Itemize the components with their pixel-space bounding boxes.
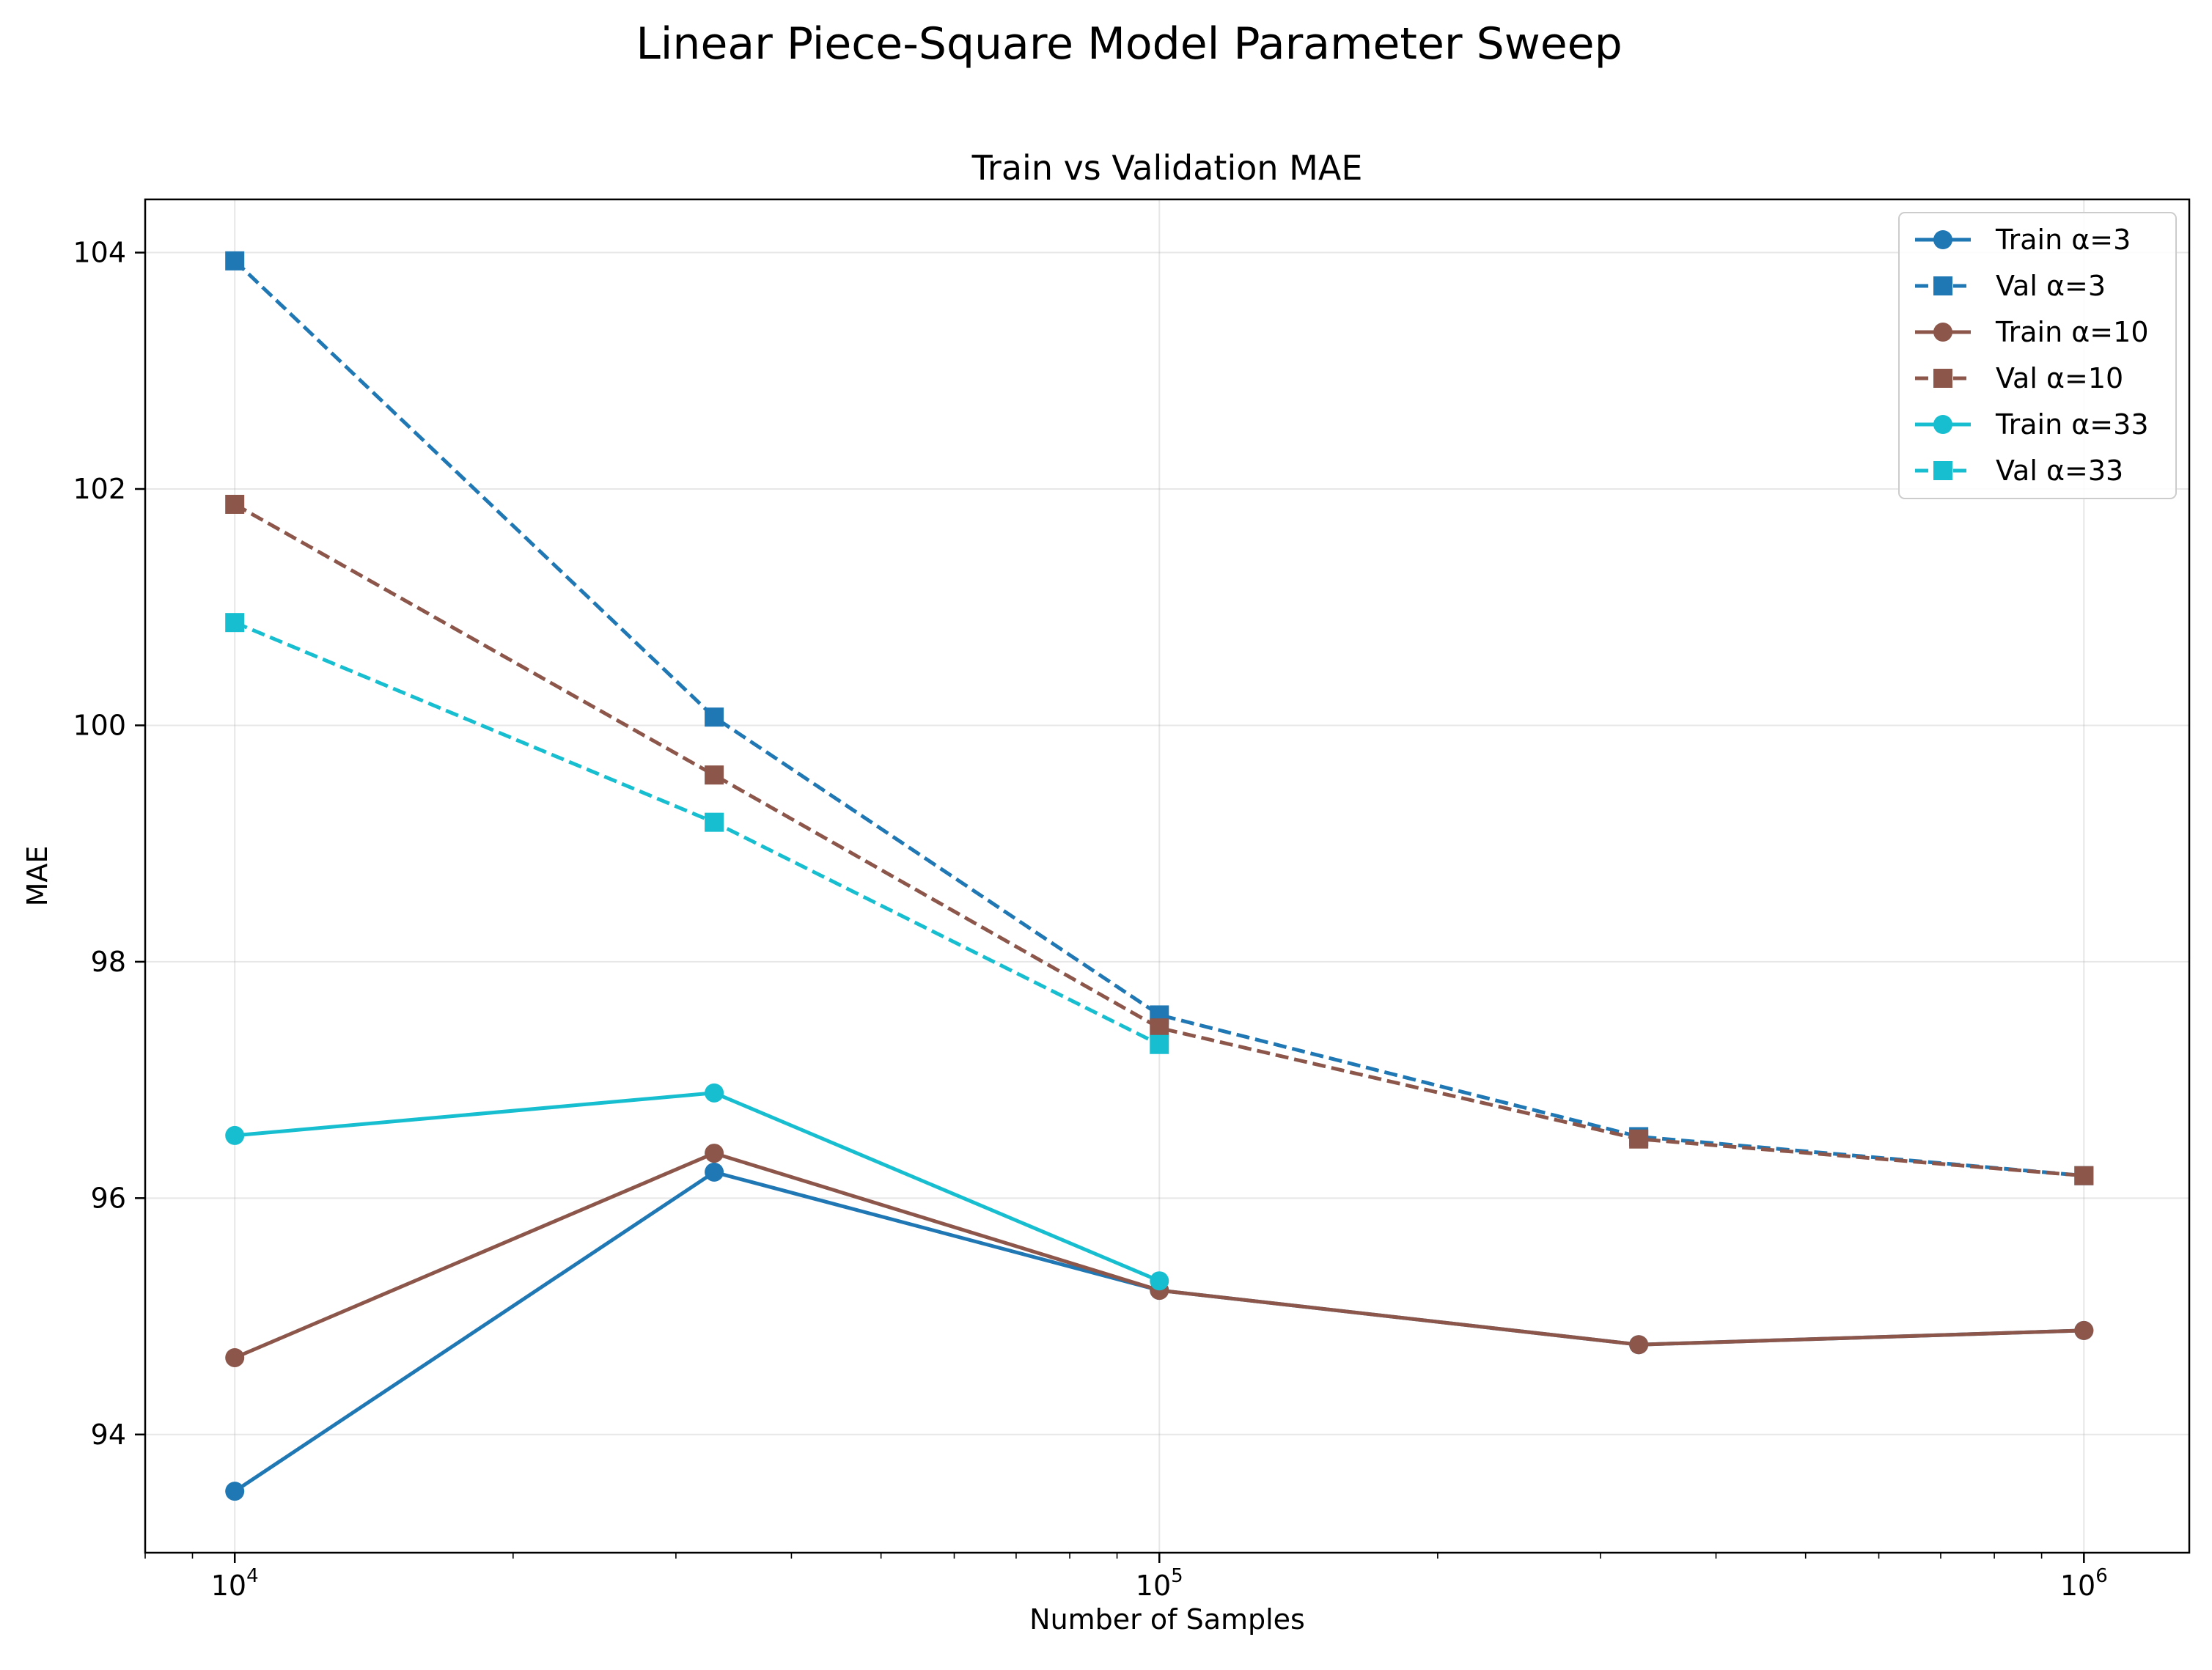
chart-title: Train vs Validation MAE [971, 148, 1363, 188]
grid-lines [145, 199, 2189, 1553]
x-axis-ticks: 104 105 106 [144, 1553, 2108, 1602]
y-tick-label: 104 [73, 237, 126, 269]
data-point-val-3 [225, 251, 245, 271]
data-point-train-33 [705, 1083, 724, 1103]
plot-frame [144, 198, 2191, 1554]
x-axis-label: Number of Samples [1029, 1603, 1305, 1636]
legend-marker [1933, 323, 1952, 342]
y-axis-label: MAE [21, 846, 54, 907]
legend-label: Val α=3 [1996, 270, 2106, 302]
y-tick-label: 94 [91, 1419, 126, 1451]
legend-marker [1933, 369, 1952, 388]
legend-label: Train α=33 [1995, 408, 2149, 441]
data-point-train-10 [705, 1144, 724, 1163]
y-tick-label: 96 [91, 1182, 126, 1214]
data-point-train-10 [2074, 1320, 2094, 1340]
legend-label: Val α=33 [1996, 455, 2123, 487]
data-point-train-10 [225, 1347, 245, 1367]
y-axis-ticks: 94 96 98 100 102 104 [73, 237, 145, 1451]
legend-marker [1933, 276, 1952, 295]
y-tick-label: 98 [91, 946, 126, 978]
data-point-train-33 [225, 1125, 245, 1145]
legend: Train α=3 Val α=3 Train α=10 Val α=10 Train … [1898, 212, 2177, 499]
plot-series [225, 251, 2094, 1501]
x-tick-label: 104 [211, 1565, 259, 1602]
data-point-val-33 [225, 613, 245, 633]
data-point-train-3 [225, 1482, 245, 1501]
legend-label: Val α=10 [1996, 362, 2123, 394]
data-point-train-33 [1150, 1271, 1169, 1291]
legend-label: Train α=3 [1995, 224, 2131, 256]
data-point-train-10 [1629, 1335, 1649, 1355]
y-tick-label: 102 [73, 473, 126, 505]
y-tick-label: 100 [73, 709, 126, 741]
legend-marker [1933, 230, 1952, 249]
data-point-val-10 [225, 494, 245, 514]
data-point-val-33 [705, 812, 724, 832]
series-line-val-10 [233, 502, 2084, 1178]
legend-frame [1898, 212, 2177, 499]
data-point-val-3 [705, 707, 724, 727]
figure-title: Linear Piece-Square Model Parameter Swee… [636, 18, 1622, 70]
data-point-train-3 [705, 1162, 724, 1182]
data-point-val-10 [2074, 1166, 2094, 1185]
legend-label: Train α=10 [1995, 316, 2149, 348]
legend-marker [1933, 461, 1952, 480]
legend-marker [1933, 415, 1952, 434]
x-tick-label: 105 [1136, 1565, 1183, 1602]
data-point-val-33 [1150, 1034, 1169, 1054]
data-point-val-10 [705, 765, 724, 785]
data-point-val-10 [1150, 1018, 1169, 1038]
x-tick-label: 106 [2060, 1565, 2108, 1602]
data-point-val-10 [1629, 1129, 1649, 1149]
series-line-val-33 [234, 620, 1161, 1046]
